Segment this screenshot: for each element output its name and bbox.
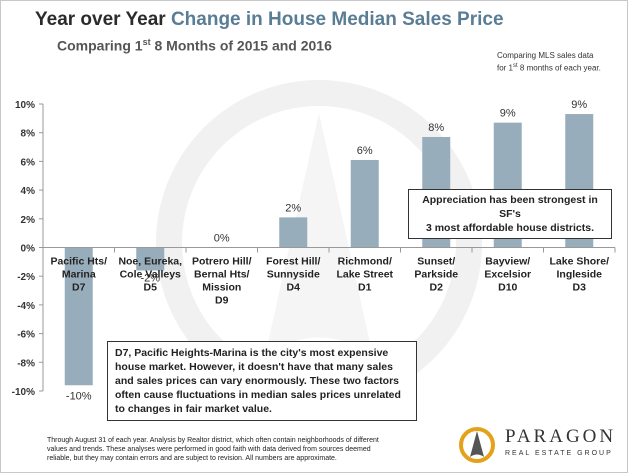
data-label: 6% [357,145,373,157]
category-label-line: Sunset/ [417,256,455,268]
callout-bottom-line-1: D7, Pacific Heights-Marina is the city's… [115,347,389,359]
category-label: Noe, Eureka, Cole Valleys D5 [118,256,182,294]
data-label: 8% [428,122,444,134]
category-label-line: D3 [573,282,587,294]
bar [279,217,308,248]
footer-line-3: reliable, but they may contain errors an… [47,455,337,462]
paragon-emblem-icon [459,427,495,463]
note-line-1: Comparing MLS sales data [497,51,594,60]
note-line-2-sup: st [513,63,518,69]
footer-line-2: values and trends. These analyses were p… [47,446,371,453]
category-label-line: D7 [72,282,86,294]
subtitle-sup: st [142,37,151,47]
y-tick-label: -10% [12,387,35,398]
category-label-line: D9 [215,295,229,307]
data-label: 0% [214,233,230,245]
y-tick-label: 8% [21,129,36,140]
category-label: Richmond/Lake Street D1 [336,256,393,294]
title-part-2: Change in House Median Sales Price [170,9,504,30]
category-label-line: Mission [202,282,241,294]
category-label-line: Lake Street [336,269,393,281]
category-label-line: Bernal Hts/ [194,269,250,281]
note-line-2: for 1st 8 months of each year. [497,61,615,74]
category-label: Bayview/Excelsior D10 [484,256,531,294]
category-label-line: D1 [358,282,372,294]
data-note: Comparing MLS sales data for 1st 8 month… [497,51,615,74]
category-label-line: Pacific Hts/ [50,256,107,268]
footer-line-1: Through August 31 of each year. Analysis… [47,437,379,444]
logo-name: PARAGON [505,426,617,447]
category-label: Potrero Hill/Bernal Hts/Mission D9 [192,256,252,307]
category-label-line: Ingleside [556,269,602,281]
subtitle-main: Comparing 1 [57,37,143,54]
y-tick-label: 4% [21,186,36,197]
x-axis: Pacific Hts/Marina D7 Noe, Eureka, Cole Val… [42,247,616,307]
y-tick-label: 6% [21,157,36,168]
callout-top-line-2: 3 most affordable house districts. [425,222,595,234]
callout-affordable-districts: Appreciation has been strongest in SF's … [408,189,612,239]
y-tick-label: -2% [17,272,35,283]
category-label: Sunset/Parkside D2 [414,256,458,294]
callout-bottom-line-4: often cause fluctuations in median sales… [115,389,401,401]
category-label-line: Cole Valleys [120,269,181,281]
callout-bottom-line-3: and sales prices can vary enormously. Th… [115,375,400,387]
data-label: -10% [66,390,92,402]
category-label: Forest Hill/Sunnyside D4 [266,256,320,294]
y-tick-label: -8% [17,358,35,369]
category-label-line: D4 [287,282,301,294]
logo-tagline: REAL ESTATE GROUP [505,450,613,457]
y-tick-label: -4% [17,301,35,312]
y-axis: 10% 8% 6% 4% 2% 0% -2% -4% -6% -8% -10% [12,100,44,398]
y-tick-label: -6% [17,330,35,341]
chart-subtitle: Comparing 1st 8 Months of 2015 and 2016 [57,37,332,54]
category-label: Lake Shore/Ingleside D3 [549,256,609,294]
category-label-line: Sunnyside [267,269,320,281]
note-line-2-pre: for 1 [497,63,514,73]
callout-bottom-line-2: house market. However, it doesn't have t… [115,361,393,373]
title-part-1: Year over Year [35,9,171,30]
data-label: 9% [500,108,516,120]
category-label-line: Potrero Hill/ [192,256,252,268]
bar [350,159,379,248]
bar [136,247,165,271]
category-label-line: Excelsior [484,269,531,281]
footer-disclaimer: Through August 31 of each year. Analysis… [47,436,449,463]
data-label: 2% [285,202,301,214]
category-label-line: Bayview/ [485,256,530,268]
category-label-line: Noe, Eureka, [118,256,182,268]
chart-title: Year over Year Change in House Median Sa… [35,9,504,31]
data-label: -2% [140,272,160,284]
category-label-line: Richmond/ [338,256,392,268]
category-label-line: Marina [62,269,96,281]
category-label-line: D10 [498,282,517,294]
y-tick-label: 0% [21,244,36,255]
data-label: 9% [571,99,587,111]
y-tick-label: 2% [21,215,36,226]
category-label-line: Forest Hill/ [266,256,320,268]
category-label-line: D5 [144,282,158,294]
category-label-line: Parkside [414,269,458,281]
category-label: Pacific Hts/Marina D7 [50,256,107,294]
category-label-line: Lake Shore/ [549,256,609,268]
callout-bottom-line-5: to changes in fair market value. [115,403,272,415]
subtitle-rest: 8 Months of 2015 and 2016 [150,37,332,54]
callout-top-line-1: Appreciation has been strongest in SF's [422,194,598,220]
note-line-2-post: 8 months of each year. [517,63,601,73]
y-tick-label: 10% [15,100,35,111]
callout-pacific-heights: D7, Pacific Heights-Marina is the city's… [107,341,417,421]
bar [64,247,93,386]
category-label-line: D2 [430,282,444,294]
paragon-logo: PARAGON REAL ESTATE GROUP [453,424,623,466]
